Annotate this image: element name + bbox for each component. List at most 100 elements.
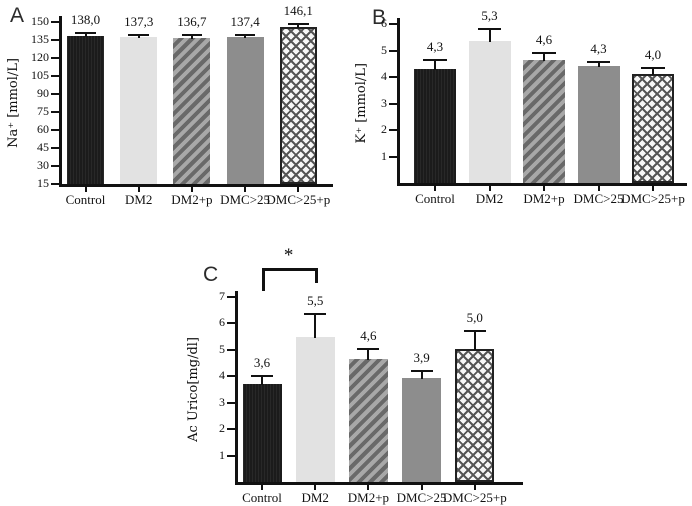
x-tick bbox=[652, 186, 654, 191]
y-tick bbox=[51, 21, 60, 23]
panel-c-plot: 1 2 3 4 5 6 7 Ac Urico[mg/dl] 3,6 Control 5,5 DM2 4,… bbox=[170, 245, 532, 506]
y-tick-label: 60 bbox=[37, 122, 49, 136]
y-tick-label: 2 bbox=[381, 122, 387, 136]
value-label: 138,0 bbox=[70, 12, 101, 28]
error-bar-cap bbox=[251, 375, 273, 378]
bar bbox=[402, 377, 442, 482]
value-label: 137,3 bbox=[124, 13, 154, 29]
error-bar-cap bbox=[304, 313, 327, 316]
bar bbox=[414, 69, 456, 183]
significance-bracket-right-leg bbox=[315, 268, 319, 283]
y-axis-title: K⁺ [mmol/L] bbox=[352, 24, 370, 183]
category-label: DM2 bbox=[475, 191, 504, 206]
y-tick bbox=[51, 111, 60, 113]
value-label: 4,6 bbox=[360, 327, 377, 343]
y-tick bbox=[51, 147, 60, 149]
x-axis-line bbox=[235, 482, 523, 485]
value-label: 5,5 bbox=[307, 293, 324, 309]
y-tick bbox=[51, 93, 60, 95]
category-label: DM2 bbox=[124, 192, 153, 207]
value-label: 4,3 bbox=[590, 41, 607, 57]
significance-bracket bbox=[262, 268, 319, 271]
category-label: Control bbox=[415, 191, 455, 206]
x-tick bbox=[190, 187, 193, 192]
panel-b: B 1 2 3 4 5 6 K⁺ [mmol/L] 4,3 Control 5,3 DM2 4,6 DM… bbox=[346, 0, 692, 215]
y-tick-label: 120 bbox=[31, 50, 49, 64]
y-tick-label: 6 bbox=[381, 16, 387, 30]
error-bar-cap bbox=[287, 22, 309, 25]
error-bar-cap bbox=[641, 66, 665, 69]
y-tick-label: 135 bbox=[31, 32, 49, 46]
error-bar-cap bbox=[410, 370, 433, 372]
y-axis-title-text: K⁺ [mmol/L] bbox=[353, 63, 369, 144]
error-bar-line bbox=[652, 67, 654, 76]
x-tick bbox=[597, 186, 600, 191]
y-tick bbox=[227, 401, 236, 404]
bar bbox=[120, 37, 158, 184]
y-tick-label: 105 bbox=[31, 68, 49, 82]
category-label: DM2 bbox=[301, 490, 329, 505]
bar bbox=[295, 336, 335, 482]
error-bar-cap bbox=[128, 33, 150, 36]
x-tick bbox=[488, 186, 491, 191]
y-tick-label: 4 bbox=[219, 368, 225, 383]
bar bbox=[455, 348, 495, 482]
y-tick-label: 15 bbox=[37, 176, 49, 190]
error-bar-cap bbox=[532, 52, 556, 55]
significance-bracket-left-leg bbox=[262, 268, 265, 291]
error-bar-line bbox=[434, 59, 436, 71]
value-label: 136,7 bbox=[177, 13, 207, 29]
x-tick bbox=[244, 187, 247, 192]
y-tick-label: 90 bbox=[37, 86, 49, 100]
x-tick bbox=[314, 485, 317, 490]
x-tick bbox=[473, 485, 476, 490]
bar bbox=[468, 41, 511, 183]
value-label: 4,6 bbox=[535, 32, 553, 48]
error-bar-line bbox=[473, 331, 476, 350]
y-axis-line bbox=[59, 16, 62, 187]
bar bbox=[67, 36, 104, 184]
y-tick-label: 30 bbox=[37, 158, 49, 172]
bar bbox=[242, 384, 282, 482]
y-tick bbox=[51, 57, 60, 59]
error-bar-cap bbox=[234, 34, 256, 37]
y-tick-label: 45 bbox=[37, 140, 49, 154]
error-bar-line bbox=[367, 348, 370, 361]
y-tick-label: 1 bbox=[219, 447, 225, 462]
y-axis-line bbox=[397, 18, 400, 186]
panel-a: A 15 30 45 60 75 90 105 120 135 150 Na⁺ [mmol/L] 13… bbox=[0, 0, 346, 215]
error-bar-line bbox=[137, 34, 140, 39]
y-tick bbox=[227, 348, 236, 351]
significance-star: * bbox=[283, 245, 294, 266]
category-label: DM2+p bbox=[523, 191, 565, 206]
y-tick-label: 75 bbox=[37, 104, 49, 118]
y-tick bbox=[389, 102, 398, 105]
value-label: 146,1 bbox=[283, 2, 313, 18]
panel-b-letter: B bbox=[372, 6, 387, 29]
value-label: 5,3 bbox=[481, 8, 498, 24]
y-tick bbox=[227, 375, 236, 378]
error-bar-cap bbox=[357, 347, 380, 350]
value-label: 4,0 bbox=[644, 46, 662, 62]
y-tick-label: 5 bbox=[219, 341, 225, 356]
y-tick-label: 4 bbox=[381, 69, 387, 83]
y-tick bbox=[227, 296, 236, 298]
y-axis-line bbox=[235, 291, 238, 485]
bar bbox=[226, 37, 264, 184]
x-tick bbox=[261, 485, 263, 490]
panel-b-plot: 1 2 3 4 5 6 K⁺ [mmol/L] 4,3 Control 5,3 DM2 4,6 DM2+… bbox=[346, 0, 692, 215]
panel-a-plot: 15 30 45 60 75 90 105 120 135 150 Na⁺ [mmol/L] 138,… bbox=[0, 0, 346, 215]
bar bbox=[632, 74, 674, 183]
error-bar-line bbox=[190, 34, 193, 39]
y-axis-title: Ac Urico[mg/dl] bbox=[184, 297, 202, 482]
category-label: DM2+p bbox=[171, 192, 213, 207]
y-tick bbox=[389, 129, 398, 131]
x-tick bbox=[367, 485, 370, 490]
category-label: DMC>25+p bbox=[621, 191, 685, 206]
panel-c: C 1 2 3 4 5 6 7 Ac Urico[mg/dl] 3,6 Control 5,5 DM2… bbox=[170, 245, 532, 506]
bar bbox=[348, 359, 388, 482]
error-bar-line bbox=[244, 35, 247, 39]
y-tick bbox=[227, 322, 236, 325]
y-tick-label: 6 bbox=[219, 315, 225, 330]
